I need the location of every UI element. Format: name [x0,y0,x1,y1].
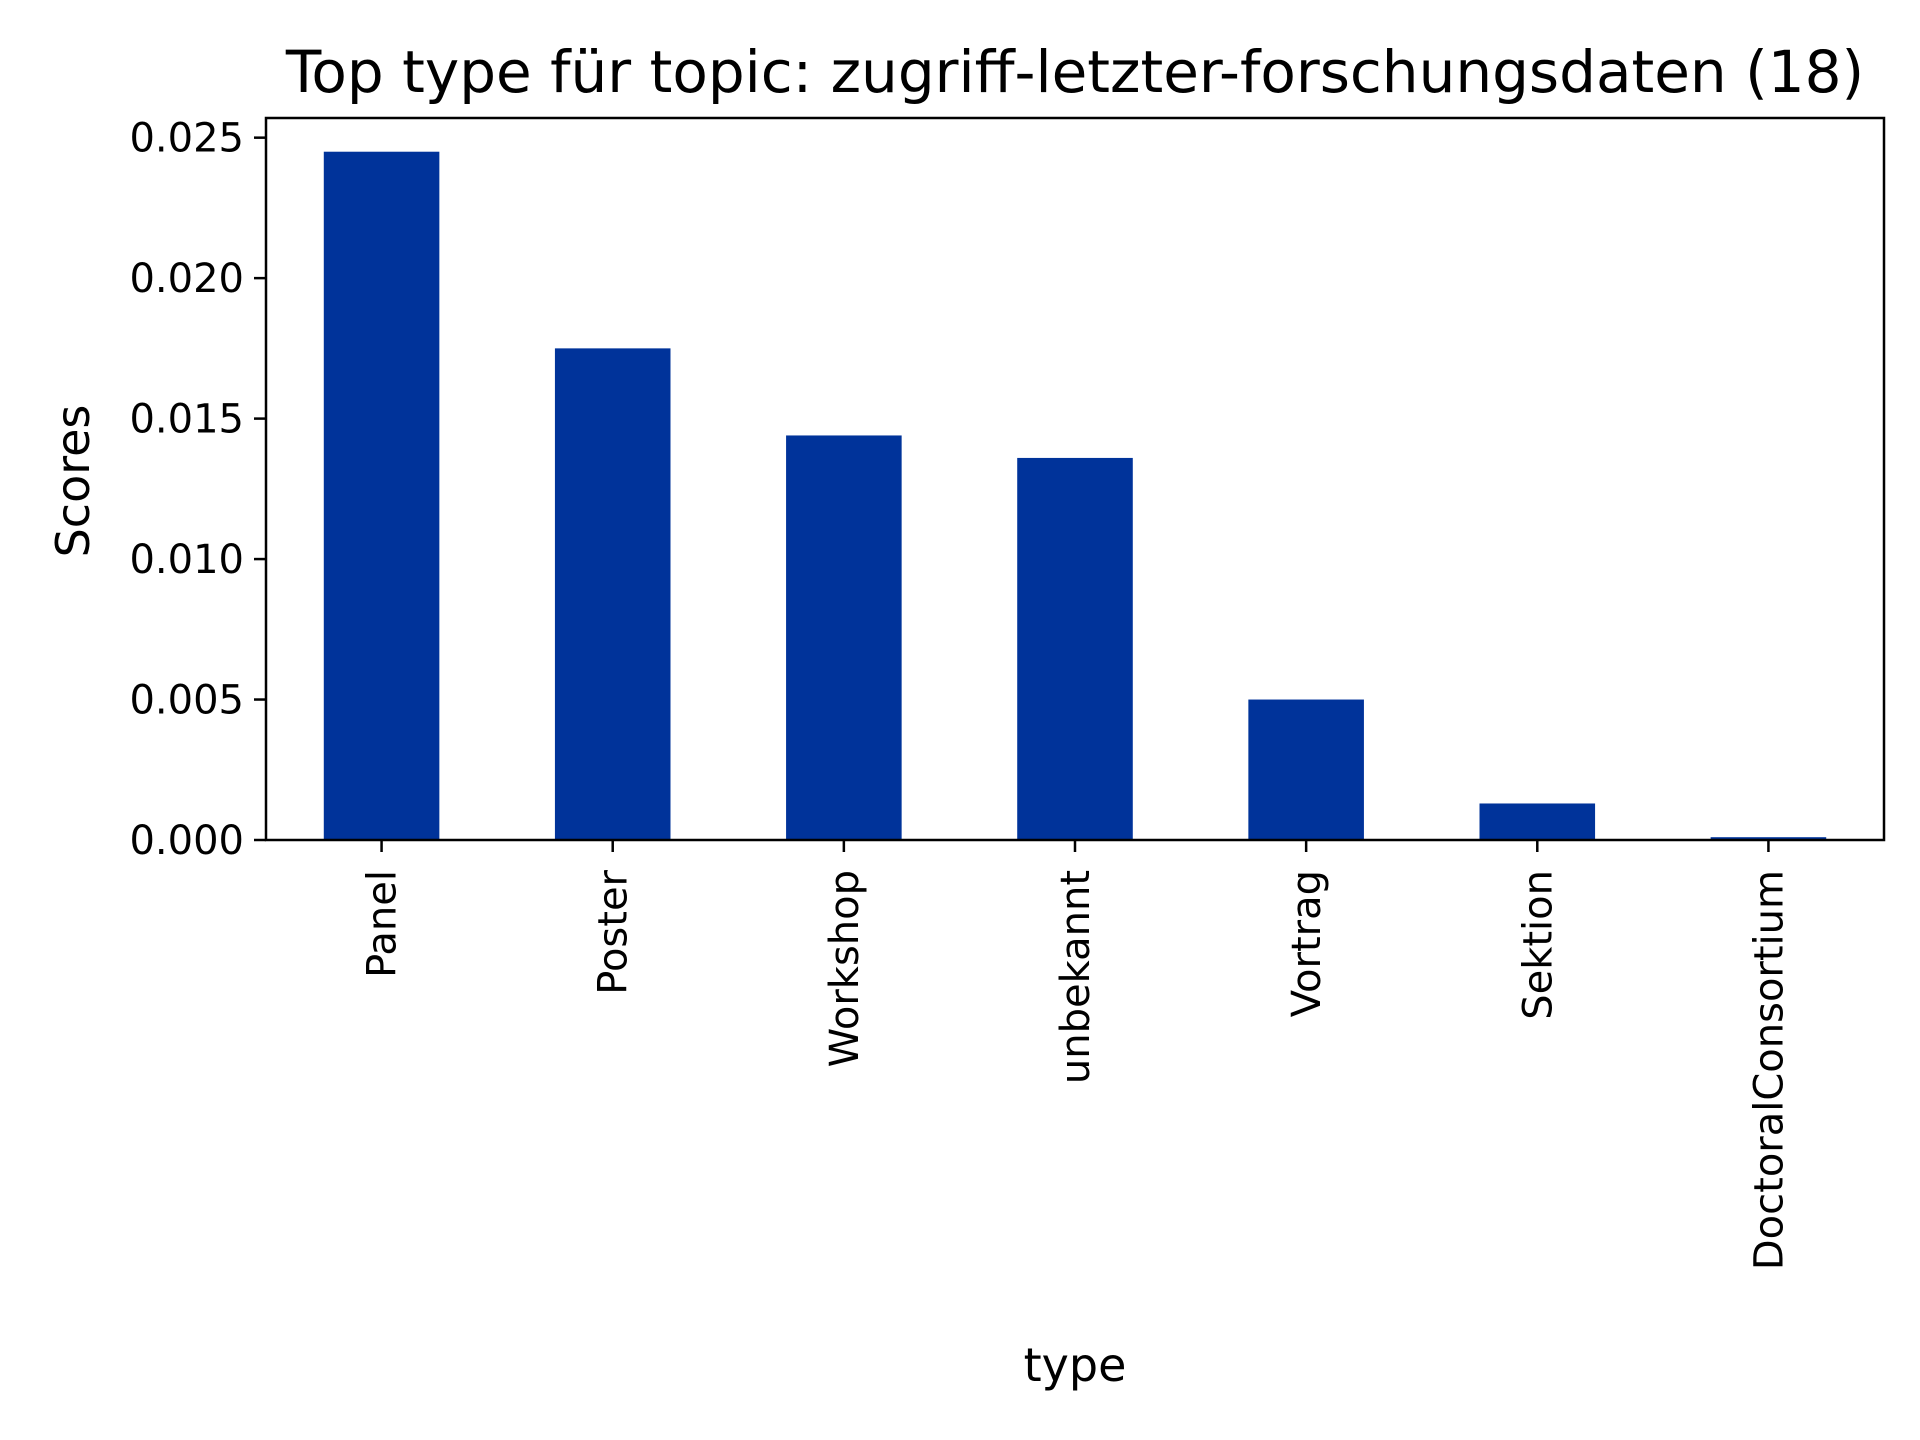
bars-layer [323,151,1827,841]
y-tick-label: 0.025 [129,116,244,162]
x-axis-label: type [1024,1338,1127,1392]
x-tick-label: Workshop [822,870,868,1067]
x-tick-label: Vortrag [1284,870,1330,1017]
x-tick-label: Panel [360,870,406,978]
y-tick-label: 0.010 [129,537,244,583]
bar-doctoralconsortium [1710,837,1827,840]
x-tick-label: Poster [591,869,637,994]
y-tick-label: 0.005 [129,678,244,724]
x-tick-label: DoctoralConsortium [1746,870,1792,1270]
y-axis-label: Scores [46,405,100,558]
x-tick-label: Sektion [1515,870,1561,1020]
bar-workshop [786,435,902,840]
bar-panel [323,151,440,841]
y-tick-label: 0.020 [129,256,244,302]
y-tick-label: 0.015 [129,397,244,443]
x-tick-label: unbekannt [1053,870,1099,1084]
x-axis-ticks: Panel Poster Workshop unbekannt Vortrag Sekti… [360,840,1792,1270]
bar-vortrag [1248,699,1364,840]
bar-sektion [1479,803,1596,840]
y-tick-label: 0.000 [129,818,244,864]
y-axis-ticks: 0.000 0.005 0.010 0.015 0.020 0.025 [129,116,266,864]
chart-title: Top type für topic: zugriff-letzter-fors… [285,38,1864,106]
bar-poster [554,348,671,840]
bar-unbekannt [1017,457,1133,840]
